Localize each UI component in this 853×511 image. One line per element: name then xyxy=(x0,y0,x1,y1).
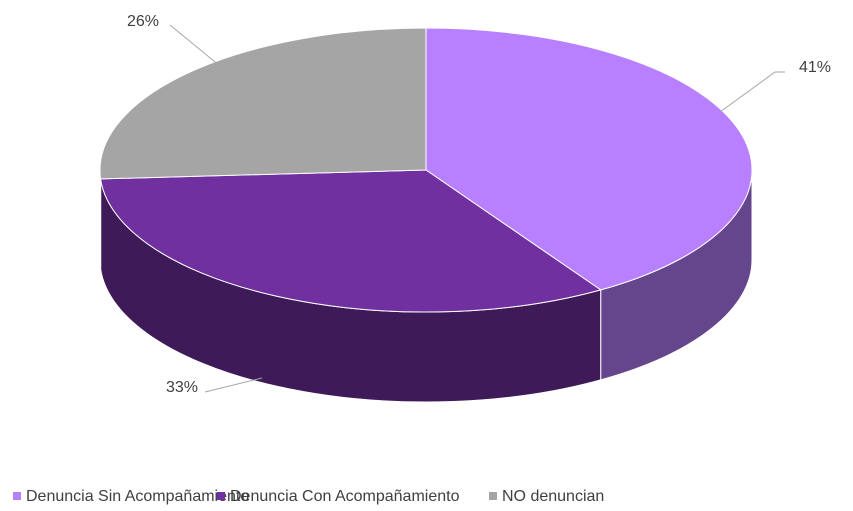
pie-tops xyxy=(99,27,753,313)
leader-line xyxy=(169,24,221,67)
slice xyxy=(425,27,753,291)
legend-swatch xyxy=(489,492,497,500)
data-label: 26% xyxy=(127,13,159,30)
legend-label: NO denuncian xyxy=(502,488,604,505)
legend-label: Denuncia Con Acompañamiento xyxy=(230,488,460,505)
data-label: 33% xyxy=(166,379,198,396)
data-label: 41% xyxy=(799,59,831,76)
slice xyxy=(99,27,427,180)
leader-line xyxy=(719,71,785,113)
legend-swatch xyxy=(13,492,21,500)
data-labels: 41% 33% 26% xyxy=(127,13,831,396)
leader-line xyxy=(204,377,263,393)
slice xyxy=(100,169,602,313)
legend-swatch xyxy=(217,492,225,500)
slice-side xyxy=(99,169,102,269)
legend-label: Denuncia Sin Acompañamiento xyxy=(26,488,249,505)
